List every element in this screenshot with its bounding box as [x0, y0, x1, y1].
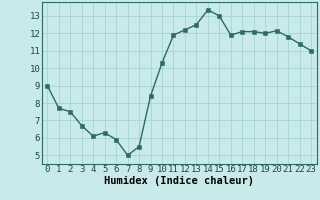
X-axis label: Humidex (Indice chaleur): Humidex (Indice chaleur): [104, 176, 254, 186]
